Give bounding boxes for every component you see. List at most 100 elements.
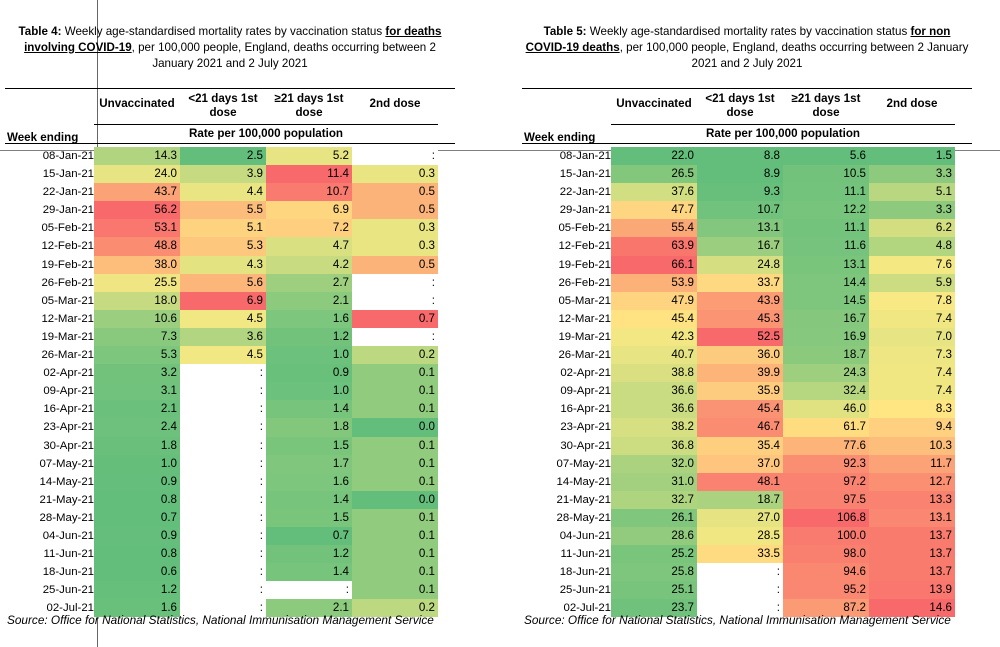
rate-cell: 0.7 — [266, 526, 352, 546]
week-label: 12-Feb-21 — [41, 240, 94, 253]
rate-cell: 3.6 — [180, 327, 266, 347]
rate-cell: 0.8 — [94, 545, 180, 564]
rate-cell: 0.1 — [352, 400, 438, 419]
rate-cell: 43.7 — [94, 183, 180, 202]
rate-cell: 39.9 — [697, 364, 783, 383]
rate-cell: 2.7 — [266, 273, 352, 292]
rate-cell: 1.2 — [94, 581, 180, 600]
week-label: 19-Mar-21 — [558, 330, 611, 343]
rate-cell: 0.1 — [352, 526, 438, 546]
week-label: 14-May-21 — [39, 475, 94, 488]
table5-header-rule — [611, 124, 955, 125]
rate-cell: 0.5 — [352, 255, 438, 274]
rate-cell: 25.1 — [611, 581, 697, 600]
table5-label: Table 5: — [543, 25, 587, 38]
week-label: 07-May-21 — [39, 457, 94, 470]
week-label: 05-Mar-21 — [558, 294, 611, 307]
rate-cell: : — [180, 563, 266, 582]
rate-cell: 8.3 — [869, 400, 955, 419]
rate-cell: 18.0 — [94, 291, 180, 310]
rate-cell: 77.6 — [783, 436, 869, 455]
rate-cell: 1.6 — [94, 599, 180, 618]
week-label: 25-Jun-21 — [559, 584, 611, 597]
rate-cell: 0.1 — [352, 581, 438, 600]
rate-cell: 1.5 — [266, 436, 352, 455]
rate-cell: 5.9 — [869, 273, 955, 292]
week-label: 04-Jun-21 — [42, 529, 94, 542]
rate-cell: 26.5 — [611, 165, 697, 184]
rate-cell: 38.8 — [611, 364, 697, 383]
table4-rate-header: Rate per 100,000 population — [189, 127, 343, 140]
table4-header-rule — [94, 124, 438, 125]
week-label: 05-Feb-21 — [558, 222, 611, 235]
rate-cell: 106.8 — [783, 508, 869, 527]
rate-cell: 1.4 — [266, 563, 352, 582]
week-label: 28-May-21 — [556, 511, 611, 524]
table4-caption: Table 4: Weekly age-standardised mortali… — [5, 24, 455, 72]
table5-mid-rule — [522, 143, 972, 144]
week-label: 23-Apr-21 — [560, 421, 611, 434]
rate-cell: 36.6 — [611, 382, 697, 401]
rate-cell: 11.7 — [869, 454, 955, 473]
rate-cell: 1.4 — [266, 490, 352, 509]
table5-col-2nd: 2nd dose — [886, 97, 938, 110]
rate-cell: 95.2 — [783, 581, 869, 600]
week-label: 29-Jan-21 — [559, 204, 611, 217]
rate-cell: 0.1 — [352, 454, 438, 473]
rate-cell: 47.7 — [611, 201, 697, 220]
rate-cell: 7.2 — [266, 219, 352, 238]
rate-cell: 24.8 — [697, 255, 783, 274]
rate-cell: 0.7 — [94, 508, 180, 527]
rate-cell: 7.3 — [869, 346, 955, 365]
week-label: 05-Mar-21 — [41, 294, 94, 307]
rate-cell: 0.1 — [352, 436, 438, 455]
rate-cell: 28.5 — [697, 526, 783, 546]
rate-cell: 16.9 — [783, 327, 869, 347]
rate-cell: 36.6 — [611, 400, 697, 419]
rate-cell: 47.9 — [611, 291, 697, 310]
rate-cell: 45.4 — [697, 400, 783, 419]
rate-cell: 11.1 — [783, 183, 869, 202]
rate-cell: 5.6 — [180, 273, 266, 292]
rate-cell: 14.4 — [783, 273, 869, 292]
rate-cell: 35.4 — [697, 436, 783, 455]
rate-cell: : — [266, 581, 352, 600]
rate-cell: : — [697, 563, 783, 582]
rate-cell: 13.7 — [869, 526, 955, 546]
rate-cell: 7.8 — [869, 291, 955, 310]
week-label: 02-Jul-21 — [563, 602, 612, 615]
rate-cell: 7.4 — [869, 382, 955, 401]
rate-cell: 0.3 — [352, 219, 438, 238]
week-label: 16-Apr-21 — [560, 403, 611, 416]
rate-cell: 13.1 — [697, 219, 783, 238]
table5-col-unvaccinated: Unvaccinated — [616, 97, 692, 110]
rate-cell: 0.3 — [352, 237, 438, 256]
rate-cell: 94.6 — [783, 563, 869, 582]
rate-cell: 66.1 — [611, 255, 697, 274]
week-label: 11-Jun-21 — [560, 548, 611, 561]
rate-cell: 7.3 — [94, 327, 180, 347]
table5-caption-rest: , per 100,000 people, England, deaths oc… — [619, 41, 969, 70]
week-label: 04-Jun-21 — [559, 529, 611, 542]
rate-cell: 5.3 — [94, 346, 180, 365]
rate-cell: : — [180, 581, 266, 600]
rate-cell: : — [180, 599, 266, 618]
rate-cell: 1.0 — [94, 454, 180, 473]
rate-cell: 5.6 — [783, 147, 869, 166]
rate-cell: 32.4 — [783, 382, 869, 401]
rate-cell: 5.1 — [180, 219, 266, 238]
rate-cell: 0.9 — [94, 472, 180, 491]
rate-cell: 10.6 — [94, 309, 180, 328]
rate-cell: : — [180, 400, 266, 419]
week-label: 26-Mar-21 — [558, 349, 611, 362]
rate-cell: 10.7 — [697, 201, 783, 220]
rate-cell: 10.5 — [783, 165, 869, 184]
rate-cell: 33.5 — [697, 545, 783, 564]
table5-week-header: Week ending — [524, 131, 596, 144]
table4-week-header: Week ending — [7, 131, 79, 144]
table4-source: Source: Office for National Statistics, … — [7, 613, 434, 627]
rate-cell: 23.7 — [611, 599, 697, 618]
week-label: 19-Feb-21 — [558, 258, 611, 271]
rate-cell: 63.9 — [611, 237, 697, 256]
week-label: 12-Mar-21 — [41, 312, 94, 325]
